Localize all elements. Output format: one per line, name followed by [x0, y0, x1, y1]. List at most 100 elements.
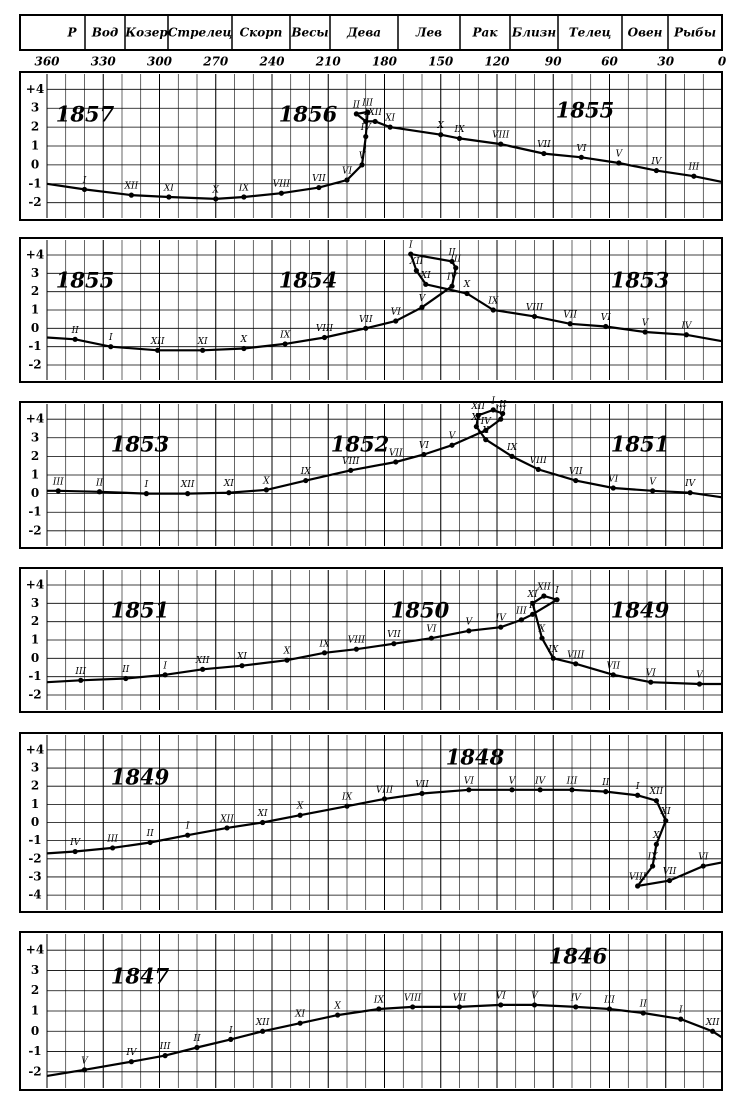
- month-label: I: [162, 661, 167, 671]
- month-label: IV: [650, 157, 663, 167]
- month-label: VIII: [342, 457, 360, 467]
- y-tick-label: +4: [26, 248, 44, 262]
- position-point: [518, 617, 524, 623]
- month-label: VIII: [273, 180, 291, 190]
- position-point: [498, 416, 504, 422]
- month-label: II: [601, 778, 610, 788]
- y-tick-label: -1: [28, 176, 41, 190]
- month-label: XII: [367, 108, 382, 118]
- position-point: [687, 490, 693, 496]
- y-tick-label: 3: [31, 596, 39, 610]
- month-label: V: [81, 1056, 89, 1066]
- position-point: [363, 118, 369, 125]
- month-label: III: [159, 1042, 171, 1052]
- month-label: IX: [373, 995, 385, 1005]
- month-label: III: [106, 834, 118, 844]
- sign-label: Козер: [124, 26, 168, 40]
- month-label: VII: [563, 310, 577, 320]
- month-label: IV: [570, 993, 583, 1003]
- position-point: [537, 787, 543, 793]
- position-point: [616, 160, 622, 166]
- month-label: XII: [705, 1018, 720, 1028]
- position-point: [456, 1004, 463, 1010]
- year-label: 1857: [56, 102, 115, 127]
- position-point: [490, 307, 496, 313]
- position-point: [531, 313, 538, 320]
- month-label: II: [639, 1000, 648, 1010]
- month-label: X: [212, 185, 220, 195]
- position-point: [509, 453, 515, 459]
- month-label: X: [437, 121, 445, 131]
- longitude-tick-label: 180: [372, 55, 398, 69]
- sign-label: Рыбы: [673, 26, 716, 40]
- y-tick-label: 2: [31, 449, 39, 463]
- month-label: IV: [534, 776, 547, 786]
- position-point: [194, 1044, 200, 1051]
- position-point: [78, 677, 84, 683]
- longitude-tick-label: 150: [428, 55, 454, 69]
- month-label: II: [95, 478, 104, 488]
- position-point: [123, 675, 129, 682]
- y-tick-label: -3: [28, 869, 41, 883]
- year-label: 1851: [611, 432, 669, 457]
- position-point: [490, 407, 496, 413]
- y-tick-label: -2: [28, 1064, 41, 1078]
- month-label: II: [146, 829, 155, 839]
- y-tick-label: -2: [28, 195, 41, 209]
- position-point: [81, 186, 88, 193]
- month-label: III: [52, 477, 64, 487]
- position-point: [635, 792, 641, 798]
- month-label: VI: [646, 669, 656, 679]
- month-label: IV: [480, 417, 493, 427]
- position-point: [363, 325, 369, 331]
- y-tick-label: 0: [31, 157, 39, 171]
- position-point: [691, 173, 697, 179]
- month-label: XII: [536, 583, 551, 593]
- month-label: I: [185, 822, 190, 832]
- year-label: 1850: [391, 598, 450, 623]
- month-label: VIII: [526, 303, 544, 313]
- month-label: IX: [279, 330, 291, 340]
- month-label: VII: [415, 780, 429, 790]
- position-point: [393, 318, 399, 324]
- position-point: [297, 1020, 303, 1026]
- month-label: VIII: [492, 131, 510, 141]
- year-label: 1849: [611, 598, 670, 623]
- position-point: [303, 477, 309, 484]
- month-label: V: [696, 671, 704, 681]
- position-point: [393, 459, 399, 465]
- month-label: I: [554, 586, 559, 596]
- position-point: [603, 789, 609, 795]
- position-point: [316, 184, 322, 191]
- month-label: XI: [236, 652, 247, 662]
- month-label: V: [449, 432, 457, 442]
- position-point: [464, 290, 470, 297]
- month-label: I: [144, 480, 149, 490]
- month-label: VI: [576, 144, 586, 154]
- position-point: [573, 477, 579, 484]
- year-label: 1848: [446, 745, 505, 770]
- y-tick-label: -4: [28, 888, 41, 902]
- month-label: VII: [663, 867, 677, 877]
- position-point: [531, 1002, 538, 1008]
- y-tick-label: 3: [31, 430, 39, 444]
- position-point: [635, 883, 641, 889]
- month-label: V: [531, 991, 539, 1001]
- orbit-line: [47, 408, 723, 499]
- position-point: [348, 467, 354, 473]
- position-point: [678, 1016, 684, 1022]
- month-label: II: [447, 248, 456, 258]
- position-point: [353, 111, 359, 117]
- sign-label: Овен: [628, 26, 663, 40]
- month-label: V: [642, 319, 650, 329]
- position-point: [226, 490, 232, 496]
- y-tick-label: 1: [31, 139, 39, 153]
- month-label: VI: [601, 313, 611, 323]
- position-point: [241, 194, 247, 200]
- month-label: I: [408, 241, 413, 251]
- position-point: [376, 1006, 382, 1012]
- position-point: [498, 624, 504, 630]
- y-tick-label: 2: [31, 120, 39, 134]
- month-label: III: [494, 406, 506, 416]
- position-point: [108, 344, 114, 350]
